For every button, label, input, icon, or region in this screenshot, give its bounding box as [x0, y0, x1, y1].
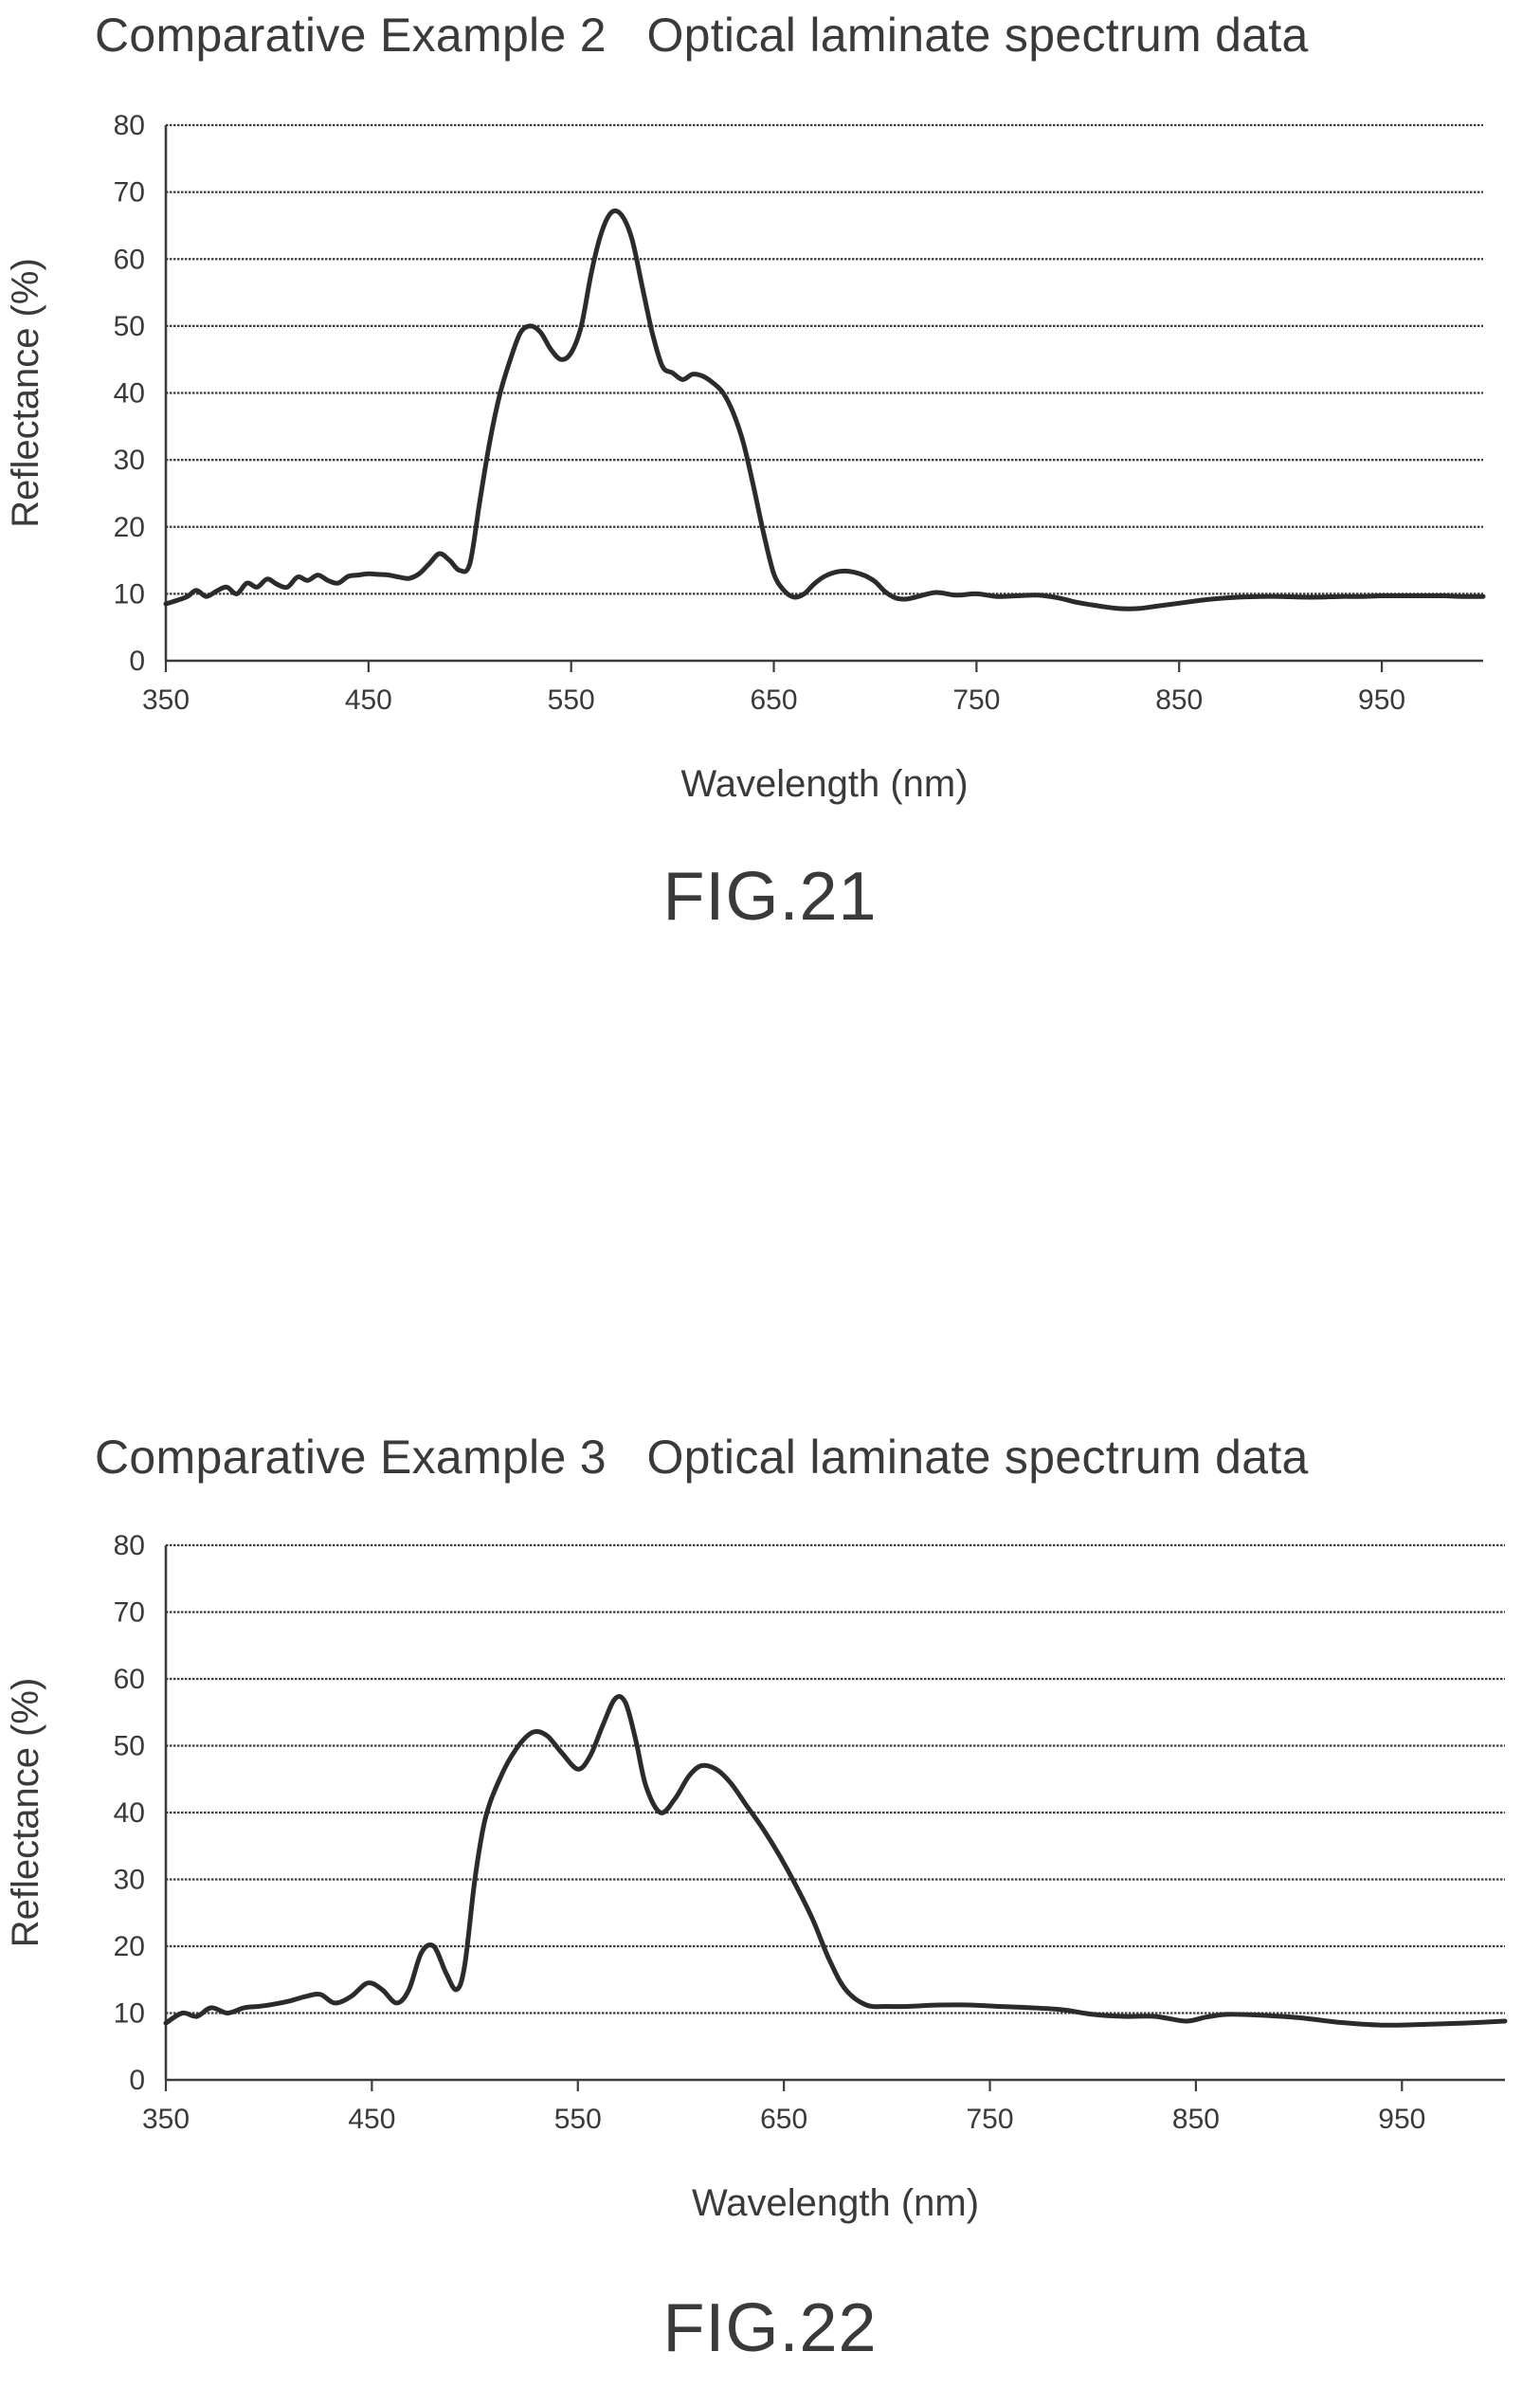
y-tick-label: 70 — [114, 1597, 145, 1629]
x-tick-label: 950 — [1378, 2104, 1425, 2135]
y-tick-label: 40 — [114, 1797, 145, 1829]
x-tick-label: 750 — [952, 684, 1000, 716]
figure-label: FIG.21 — [662, 859, 878, 935]
y-tick-label: 30 — [114, 445, 145, 476]
chart-plot: 0 10 20 30 40 50 60 70 80 350 450 550 650 750 850 950 Wa… — [5, 1530, 1508, 2224]
x-tick-label: 650 — [760, 2104, 807, 2135]
y-tick-label: 50 — [114, 311, 145, 342]
x-tick-label: 350 — [142, 2104, 190, 2135]
x-tick-label: 950 — [1358, 684, 1405, 716]
y-tick-label: 30 — [114, 1865, 145, 1896]
series-line — [163, 1694, 1508, 2028]
chart-plot: 0 10 20 30 40 50 60 70 80 350 450 550 650 750 850 950 Wa… — [5, 110, 1486, 805]
y-tick-label: 20 — [114, 512, 145, 543]
x-tick-label: 550 — [554, 2104, 602, 2135]
y-tick-label: 0 — [129, 2065, 145, 2096]
x-axis-title: Wavelength (nm) — [692, 2182, 979, 2224]
y-tick-label: 20 — [114, 1931, 145, 1962]
figure-21: Comparative Example 2 Optical laminate s… — [0, 0, 1540, 948]
x-tick-label: 850 — [1172, 2104, 1220, 2135]
y-tick-label: 10 — [114, 578, 145, 610]
x-tick-label: 650 — [751, 684, 798, 716]
x-tick-label: 750 — [967, 2104, 1014, 2135]
y-tick-label: 10 — [114, 1998, 145, 2030]
series-line — [163, 208, 1486, 611]
y-axis-title: Reflectance (%) — [5, 258, 46, 528]
y-tick-label: 70 — [114, 177, 145, 209]
x-tick-label: 850 — [1155, 684, 1203, 716]
y-tick-label: 60 — [114, 244, 145, 275]
x-tick-label: 450 — [348, 2104, 395, 2135]
chart-title: Comparative Example 3 Optical laminate s… — [95, 1431, 1309, 1484]
y-tick-label: 60 — [114, 1664, 145, 1695]
x-tick-label: 450 — [345, 684, 392, 716]
y-axis-title: Reflectance (%) — [5, 1678, 46, 1948]
x-tick-label: 350 — [142, 684, 190, 716]
figure-label: FIG.22 — [662, 2290, 878, 2366]
y-tick-label: 0 — [129, 646, 145, 677]
y-tick-label: 50 — [114, 1731, 145, 1762]
x-axis-title: Wavelength (nm) — [680, 763, 968, 805]
x-tick-label: 550 — [548, 684, 595, 716]
chart-title: Comparative Example 2 Optical laminate s… — [95, 9, 1309, 62]
figure-22: Comparative Example 3 Optical laminate s… — [0, 1422, 1540, 2388]
y-tick-label: 80 — [114, 110, 145, 141]
y-tick-label: 40 — [114, 378, 145, 410]
y-tick-label: 80 — [114, 1530, 145, 1561]
